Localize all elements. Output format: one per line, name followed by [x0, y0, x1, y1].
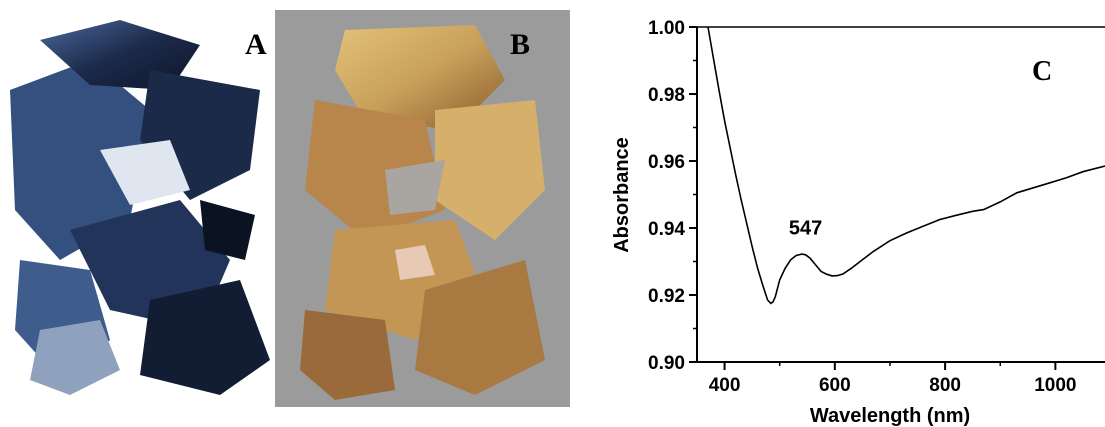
series-line: [707, 26, 1105, 305]
x-tick-label: 800: [929, 375, 961, 396]
panel-label-c: C: [1032, 56, 1052, 87]
flake: [300, 310, 395, 400]
dark-flakes-illustration: [10, 20, 270, 395]
y-axis-title: Absorbance: [611, 137, 633, 253]
panel-label-a: A: [245, 28, 267, 61]
y-tick-label: 1.00: [648, 18, 685, 39]
x-axis-title: Wavelength (nm): [810, 405, 970, 427]
flake: [385, 160, 445, 215]
y-axis-ticks: 0.90 0.92 0.94 0.96 0.98 1.00: [648, 18, 697, 374]
flake: [435, 100, 545, 240]
flake: [100, 140, 190, 205]
y-tick-label: 0.94: [648, 219, 685, 240]
x-tick-label: 1000: [1034, 375, 1076, 396]
y-tick-label: 0.92: [648, 286, 685, 307]
flake: [395, 245, 435, 280]
photo-panel-b: [275, 10, 570, 407]
x-tick-label: 400: [709, 375, 741, 396]
flake: [140, 280, 270, 395]
flake: [10, 60, 150, 260]
peak-annotation: 547: [789, 218, 822, 240]
y-tick-label: 0.90: [648, 353, 685, 374]
absorbance-chart: 0.90 0.92 0.94 0.96 0.98 1.00 400 600 800 1000 5…: [611, 18, 1105, 427]
gold-flakes-illustration: [300, 25, 545, 400]
x-axis-ticks: 400 600 800 1000: [709, 362, 1077, 396]
panel-label-b: B: [510, 28, 531, 61]
flake: [200, 200, 255, 260]
y-tick-label: 0.98: [648, 85, 685, 106]
flake: [415, 260, 545, 395]
photo-panel-a: [0, 0, 280, 412]
y-tick-label: 0.96: [648, 152, 685, 173]
flake: [30, 320, 120, 395]
flake: [335, 25, 505, 130]
x-tick-label: 600: [819, 375, 851, 396]
